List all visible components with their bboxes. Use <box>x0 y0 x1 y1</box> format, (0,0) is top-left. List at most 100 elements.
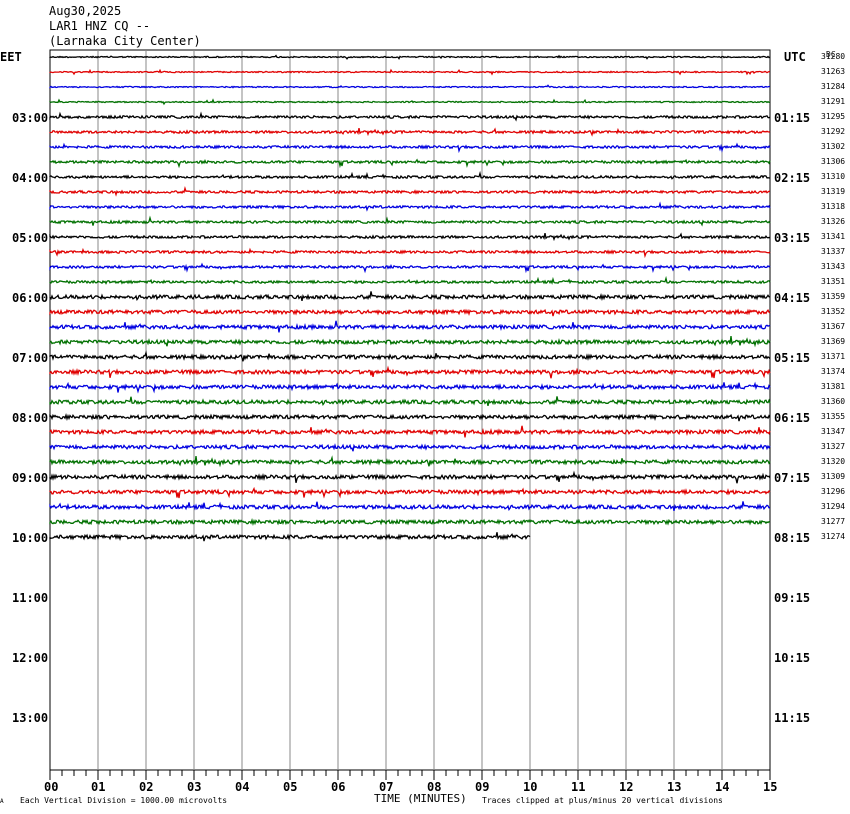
clip-note: Traces clipped at plus/minus 20 vertical… <box>482 796 723 805</box>
seismic-trace <box>49 275 771 285</box>
x-axis-title: TIME (MINUTES) <box>374 792 467 805</box>
left-hour-label: 09:00 <box>12 471 49 485</box>
seismic-trace <box>49 247 771 259</box>
dc-offset-label: 31351 <box>821 277 846 286</box>
x-tick-label: 15 <box>763 780 778 794</box>
dc-offset-label: 31359 <box>821 292 846 301</box>
dc-offset-label: 31292 <box>821 127 846 136</box>
dc-offset-label: 31284 <box>821 82 846 91</box>
left-hour-label: 08:00 <box>12 411 49 425</box>
seismic-trace <box>49 186 771 197</box>
seismic-trace <box>49 412 771 422</box>
plot-frame <box>49 49 771 771</box>
left-hour-label: 10:00 <box>12 531 49 545</box>
dc-offset-label: 31309 <box>821 472 846 481</box>
right-hour-label: 11:15 <box>774 711 811 725</box>
dc-offset-label: 31280 <box>821 52 846 61</box>
seismic-trace <box>49 501 771 512</box>
dc-offset-label: 31296 <box>821 487 846 496</box>
dc-offset-label: 31320 <box>821 457 846 466</box>
right-hour-label: 06:15 <box>774 411 811 425</box>
x-tick-label: 12 <box>619 780 634 794</box>
left-hour-label: 11:00 <box>12 591 49 605</box>
right-hour-label: 07:15 <box>774 471 811 485</box>
x-tick-label: 08 <box>427 780 442 794</box>
seismic-trace <box>49 365 771 379</box>
x-tick-label: 00 <box>44 780 59 794</box>
dc-offset-label: 31367 <box>821 322 846 331</box>
seismic-trace <box>49 381 771 394</box>
dc-offset-label: 31310 <box>821 172 846 181</box>
seismic-trace <box>49 262 771 274</box>
header-station: LAR1 HNZ CQ -- <box>49 19 151 33</box>
x-tick-label: 11 <box>571 780 586 794</box>
header-location: (Larnaka City Center) <box>49 34 201 48</box>
seismic-trace <box>49 84 770 89</box>
x-tick-label: 10 <box>523 780 538 794</box>
dc-offset-label: 31355 <box>821 412 846 421</box>
x-tick-label: 07 <box>379 780 394 794</box>
left-hour-label: 12:00 <box>12 651 49 665</box>
left-timezone-label: EET <box>0 50 22 64</box>
seismic-trace <box>49 68 771 76</box>
x-tick-label: 05 <box>283 780 298 794</box>
dc-offset-label: 31319 <box>821 187 846 196</box>
seismic-trace <box>49 215 771 227</box>
x-tick-label: 01 <box>91 780 106 794</box>
dc-offset-label: 31277 <box>821 517 846 526</box>
right-hour-label: 02:15 <box>774 171 811 185</box>
right-hour-label: 10:15 <box>774 651 811 665</box>
left-hour-label: 06:00 <box>12 291 49 305</box>
right-hour-label: 05:15 <box>774 351 811 365</box>
seismic-trace <box>49 232 771 242</box>
seismic-trace <box>49 111 771 122</box>
x-tick-label: 09 <box>475 780 490 794</box>
left-hour-label: 13:00 <box>12 711 49 725</box>
seismic-trace <box>49 170 771 180</box>
seismic-trace <box>49 455 771 468</box>
seismic-trace <box>49 127 771 137</box>
left-hour-label: 04:00 <box>12 171 49 185</box>
dc-offset-label: 31343 <box>821 262 846 271</box>
x-tick-label: 02 <box>139 780 154 794</box>
seismic-trace <box>49 142 771 154</box>
seismic-trace <box>49 470 771 484</box>
x-tick-label: 03 <box>187 780 202 794</box>
right-hour-label: 01:15 <box>774 111 811 125</box>
dc-offset-label: 31337 <box>821 247 846 256</box>
seismic-trace <box>49 443 771 452</box>
x-tick-label: 14 <box>715 780 730 794</box>
seismic-trace <box>49 336 771 348</box>
dc-offset-label: 31318 <box>821 202 846 211</box>
left-hour-label: 03:00 <box>12 111 49 125</box>
seismic-trace <box>49 532 531 542</box>
dc-offset-label: 31306 <box>821 157 846 166</box>
dc-offset-label: 31369 <box>821 337 846 346</box>
seismic-trace <box>49 425 771 438</box>
seismic-trace <box>49 486 771 499</box>
corner-mark: A <box>0 798 4 805</box>
dc-offset-label: 31374 <box>821 367 846 376</box>
right-timezone-label: UTC <box>784 50 806 64</box>
scale-note: Each Vertical Division = 1000.00 microvo… <box>20 796 228 805</box>
right-hour-label: 04:15 <box>774 291 811 305</box>
right-hour-label: 09:15 <box>774 591 811 605</box>
x-tick-label: 04 <box>235 780 250 794</box>
seismic-trace <box>49 350 771 362</box>
seismic-trace <box>49 517 771 527</box>
dc-offset-label: 31327 <box>821 442 846 451</box>
dc-offset-label: 31326 <box>821 217 846 226</box>
dc-offset-label: 31371 <box>821 352 846 361</box>
dc-offset-label: 31291 <box>821 97 846 106</box>
dc-offset-label: 31295 <box>821 112 846 121</box>
x-tick-label: 13 <box>667 780 682 794</box>
dc-offset-label: 31302 <box>821 142 846 151</box>
right-hour-label: 08:15 <box>774 531 811 545</box>
dc-offset-label: 31263 <box>821 67 846 76</box>
dc-offset-label: 31381 <box>821 382 846 391</box>
dc-header-label: DC <box>826 50 836 59</box>
header-date: Aug30,2025 <box>49 4 122 18</box>
dc-offset-label: 31341 <box>821 232 846 241</box>
seismic-trace <box>49 98 771 106</box>
